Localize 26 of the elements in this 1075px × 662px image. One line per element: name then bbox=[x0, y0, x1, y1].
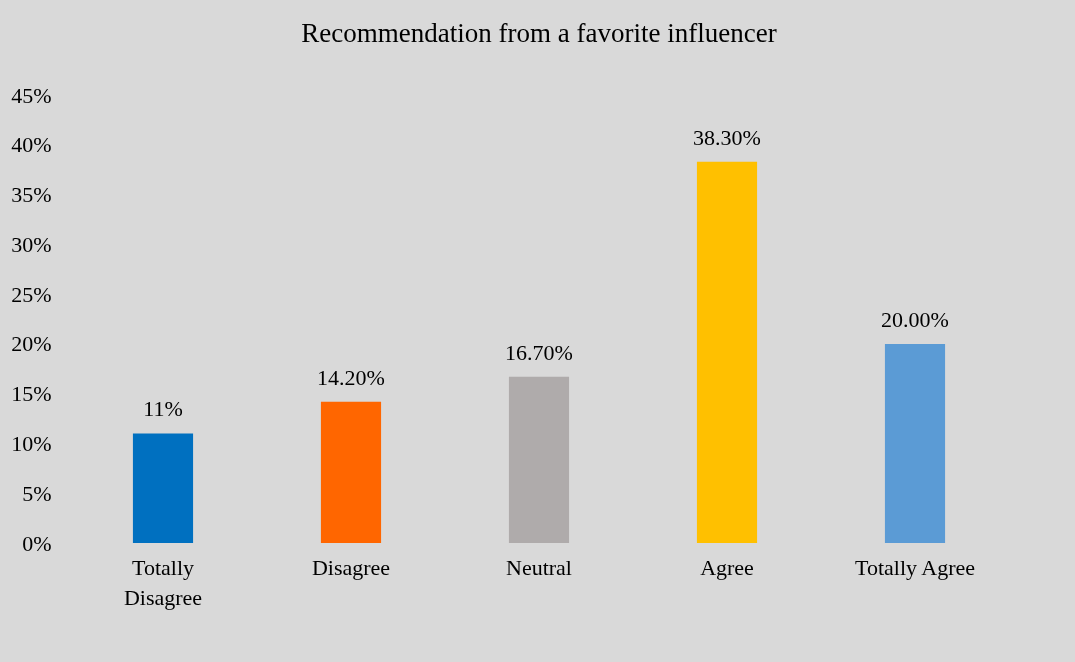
chart-title: Recommendation from a favorite influencer bbox=[301, 18, 777, 48]
data-label: 14.20% bbox=[317, 364, 385, 390]
x-tick-label: Totally Agree bbox=[854, 554, 976, 580]
y-tick-label: 10% bbox=[11, 430, 52, 456]
y-tick-label: 5% bbox=[22, 480, 52, 506]
data-label: 38.30% bbox=[693, 124, 761, 150]
y-tick-label: 20% bbox=[11, 331, 52, 357]
y-tick-label: 25% bbox=[11, 281, 52, 307]
bar bbox=[884, 343, 946, 543]
data-label: 20.00% bbox=[881, 306, 949, 332]
bar bbox=[508, 376, 570, 543]
data-label: 11% bbox=[143, 396, 183, 422]
y-tick-label: 45% bbox=[11, 82, 52, 108]
bar bbox=[132, 433, 194, 543]
y-tick-label: 15% bbox=[11, 381, 52, 407]
bar bbox=[696, 161, 758, 543]
x-tick-label: Agree bbox=[700, 554, 754, 580]
y-tick-label: 0% bbox=[22, 530, 52, 556]
y-tick-label: 30% bbox=[11, 231, 52, 257]
y-tick-label: 40% bbox=[11, 132, 52, 158]
x-tick-label: Totally Disagree bbox=[123, 554, 203, 610]
y-tick-label: 35% bbox=[11, 182, 52, 208]
bar bbox=[320, 401, 382, 543]
x-tick-label: Disagree bbox=[311, 554, 391, 580]
data-label: 16.70% bbox=[505, 339, 573, 365]
x-tick-label: Neutral bbox=[506, 554, 572, 580]
